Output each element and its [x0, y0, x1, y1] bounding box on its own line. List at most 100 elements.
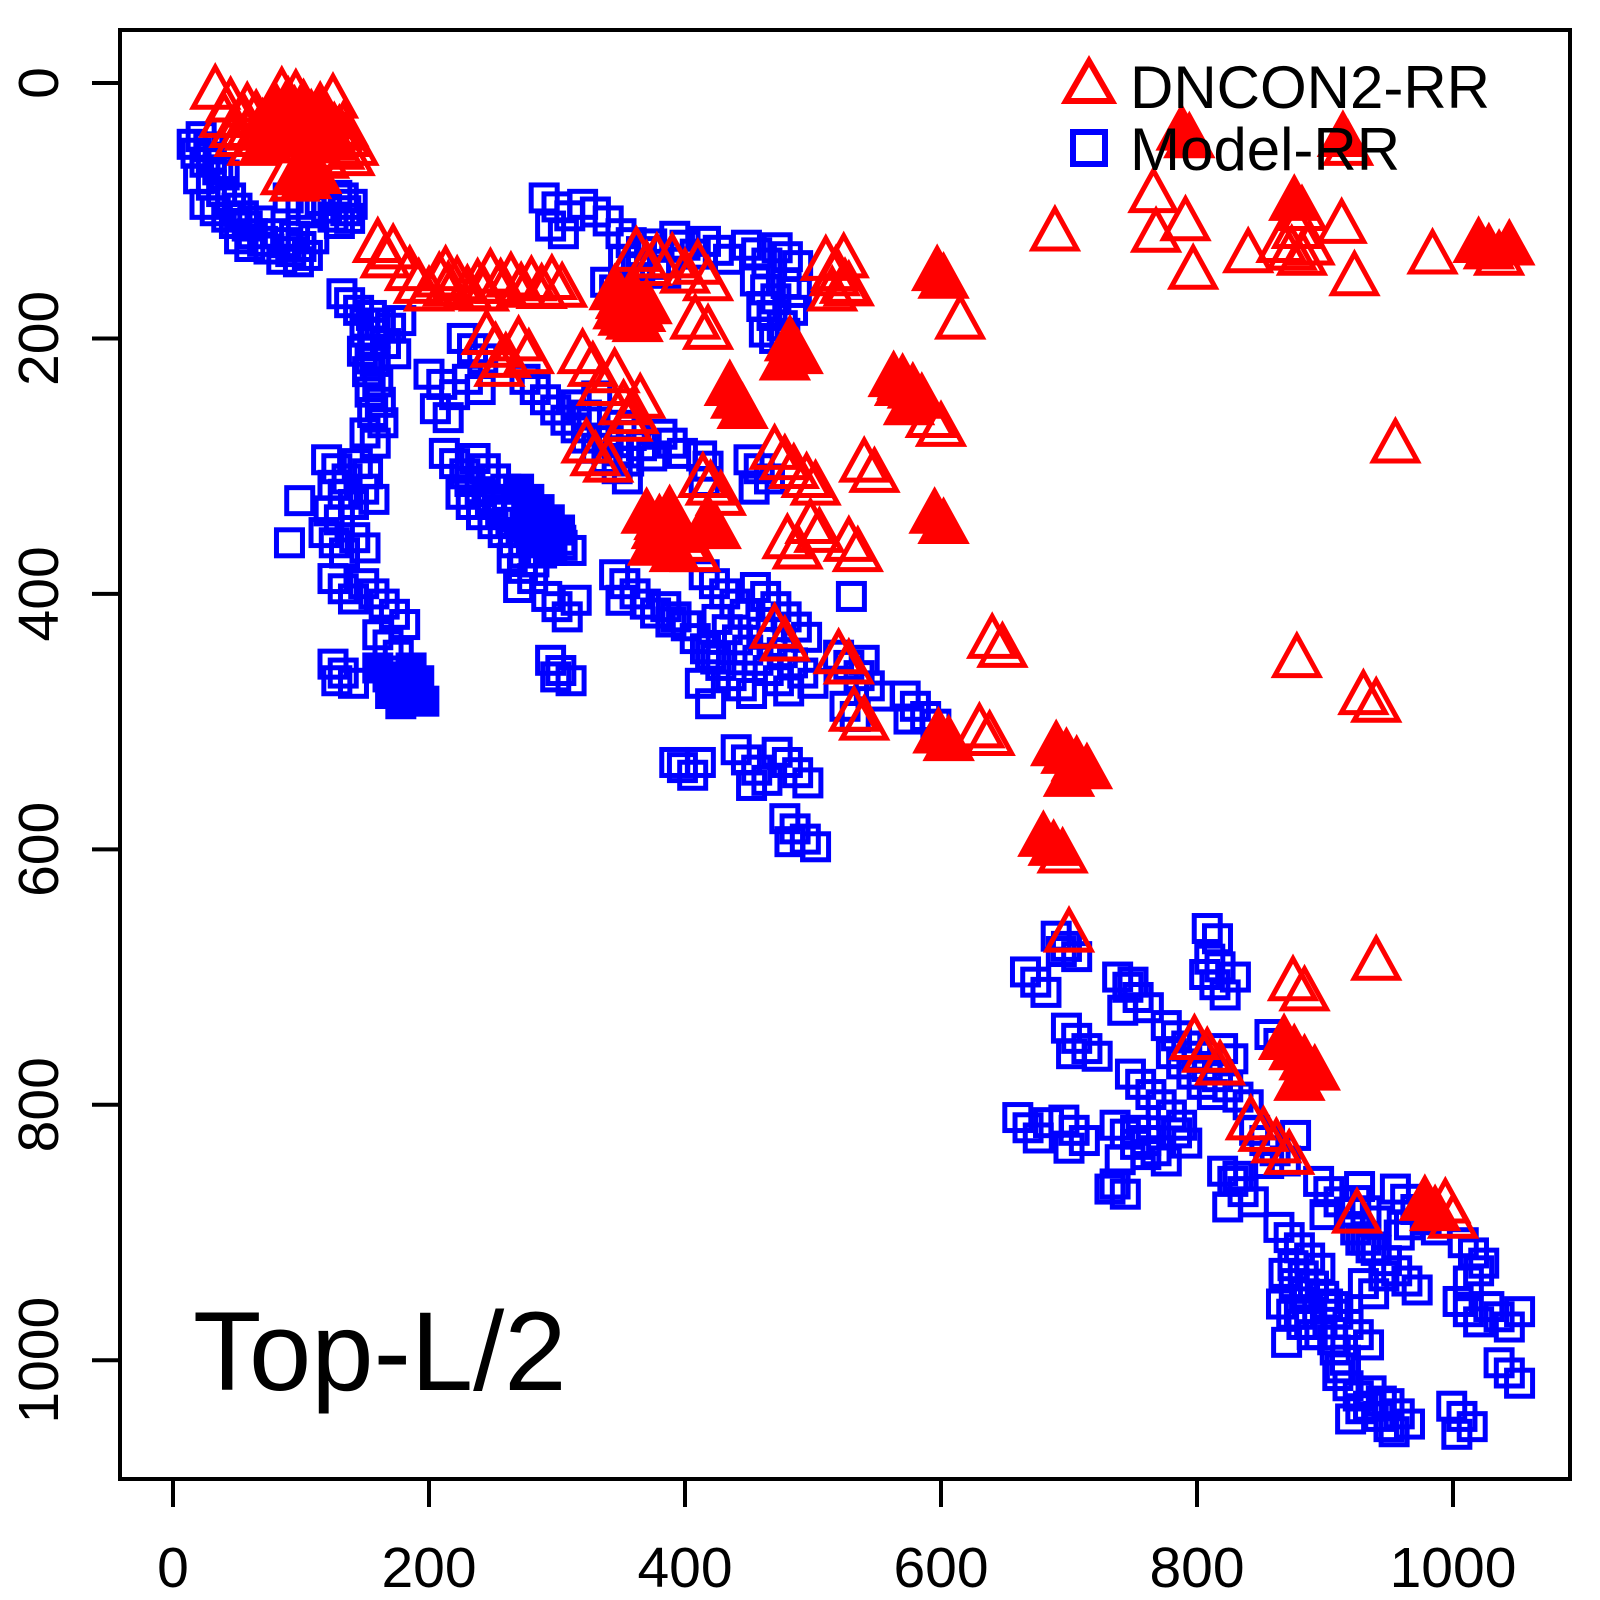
data-point-dncon2-rr: [1349, 675, 1403, 723]
data-point-model-rr: [748, 316, 780, 348]
data-point-dncon2-rr: [965, 611, 1019, 659]
plot-annotation: Top-L/2: [193, 1289, 567, 1414]
x-axis: 0 200 400 600 800 1000: [157, 1479, 1516, 1600]
data-point-dncon2-rr: [963, 708, 1016, 756]
data-point-dncon2-rr: [1237, 1104, 1290, 1152]
data-point-dncon2-rr: [837, 434, 891, 483]
data-point-model-rr: [349, 532, 381, 564]
data-point-dncon2-rr: [1278, 963, 1331, 1012]
data-point-model-rr: [545, 524, 577, 556]
data-point-model-rr: [695, 639, 727, 671]
data-point-model-rr: [349, 316, 381, 348]
data-point-model-rr: [835, 580, 867, 612]
data-point-model-rr: [1391, 1265, 1423, 1297]
data-point-dncon2-rr: [1273, 1053, 1326, 1101]
data-point-model-rr: [545, 655, 577, 687]
data-point-model-rr: [1268, 1257, 1300, 1289]
data-point-model-rr: [519, 374, 551, 406]
data-point-model-rr: [1309, 1199, 1341, 1231]
data-point-model-rr: [760, 591, 792, 623]
data-point-model-rr: [282, 246, 314, 278]
data-point-dncon2-rr: [1166, 242, 1220, 290]
legend-triangle-icon: [1060, 54, 1118, 104]
data-point-model-rr: [769, 803, 801, 835]
legend-square-icon: [1070, 129, 1108, 167]
data-point-model-rr: [738, 473, 770, 505]
data-point-model-rr: [1030, 976, 1062, 1008]
legend: DNCON2-RR Model-RR: [1060, 54, 1490, 183]
data-point-model-rr: [1324, 1352, 1356, 1384]
data-point-model-rr: [446, 322, 478, 354]
data-point-model-rr: [1493, 1357, 1525, 1389]
data-point-model-rr: [666, 752, 698, 784]
data-point-dncon2-rr: [669, 291, 722, 340]
data-point-dncon2-rr: [716, 381, 769, 430]
data-point-model-rr: [1053, 1132, 1085, 1164]
data-point-model-rr: [1135, 1079, 1167, 1111]
data-point-model-rr: [1312, 1288, 1344, 1320]
data-point-model-rr: [1012, 1112, 1044, 1144]
data-point-model-rr: [334, 202, 366, 234]
data-point-model-rr: [1117, 966, 1149, 998]
data-point-dncon2-rr: [597, 377, 650, 426]
data-point-model-rr: [684, 746, 716, 778]
data-point-model-rr: [354, 376, 386, 408]
data-point-model-rr: [506, 552, 538, 584]
data-point-model-rr: [1002, 1102, 1034, 1134]
data-point-dncon2-rr: [611, 294, 664, 343]
data-point-model-rr: [1056, 1038, 1088, 1070]
data-point-dncon2-rr: [535, 260, 589, 308]
data-point-model-rr: [1335, 1403, 1367, 1435]
data-point-model-rr: [1442, 1285, 1474, 1317]
data-point-model-rr: [1155, 1038, 1187, 1070]
data-point-dncon2-rr: [581, 434, 635, 483]
data-point-model-rr: [1452, 1296, 1484, 1328]
data-point-model-rr: [432, 402, 464, 434]
data-point-model-rr: [1378, 1416, 1410, 1448]
data-point-dncon2-rr: [689, 501, 742, 550]
data-point-model-rr: [780, 276, 812, 308]
data-point-model-rr: [762, 665, 794, 697]
data-point-model-rr: [555, 534, 587, 566]
data-point-model-rr: [308, 517, 340, 549]
data-point-model-rr: [1277, 1250, 1309, 1282]
data-point-model-rr: [1287, 1260, 1319, 1292]
data-point-model-rr: [715, 660, 747, 692]
data-point-model-rr: [321, 665, 353, 697]
data-point-dncon2-rr: [1270, 201, 1324, 249]
data-point-model-rr: [535, 514, 567, 546]
data-point-dncon2-rr: [1028, 203, 1082, 252]
data-point-dncon2-rr: [1406, 226, 1459, 275]
data-point-model-rr: [605, 584, 637, 616]
data-point-model-rr: [1303, 1165, 1335, 1197]
data-point-model-rr: [1219, 961, 1251, 993]
data-point-model-rr: [1212, 1191, 1244, 1223]
data-point-model-rr: [337, 667, 369, 699]
data-point-dncon2-rr: [1193, 1037, 1247, 1086]
data-point-model-rr: [1140, 1135, 1172, 1167]
data-point-dncon2-rr: [822, 258, 876, 307]
data-point-dncon2-rr: [1042, 749, 1096, 797]
data-point-model-rr: [359, 345, 391, 377]
series-dncon2-rr: [189, 62, 1536, 1239]
data-point-model-rr: [711, 614, 743, 646]
data-point-dncon2-rr: [1042, 904, 1096, 953]
data-point-model-rr: [1222, 1160, 1254, 1192]
data-point-dncon2-rr: [933, 291, 987, 340]
data-point-dncon2-rr: [681, 302, 735, 350]
data-point-model-rr: [540, 661, 572, 693]
y-axis: 0 200 400 600 800 1000: [7, 67, 120, 1424]
data-point-dncon2-rr: [317, 99, 370, 147]
data-point-model-rr: [1483, 1301, 1515, 1333]
data-point-model-rr: [1094, 1173, 1126, 1205]
data-point-dncon2-rr: [758, 613, 812, 662]
data-point-model-rr: [317, 563, 349, 595]
data-point-dncon2-rr: [837, 692, 891, 741]
data-point-model-rr: [348, 473, 380, 505]
data-point-model-rr: [428, 437, 460, 469]
data-point-dncon2-rr: [366, 221, 420, 270]
data-point-dncon2-rr: [269, 67, 323, 115]
data-point-dncon2-rr: [812, 626, 865, 675]
data-point-model-rr: [357, 397, 389, 429]
